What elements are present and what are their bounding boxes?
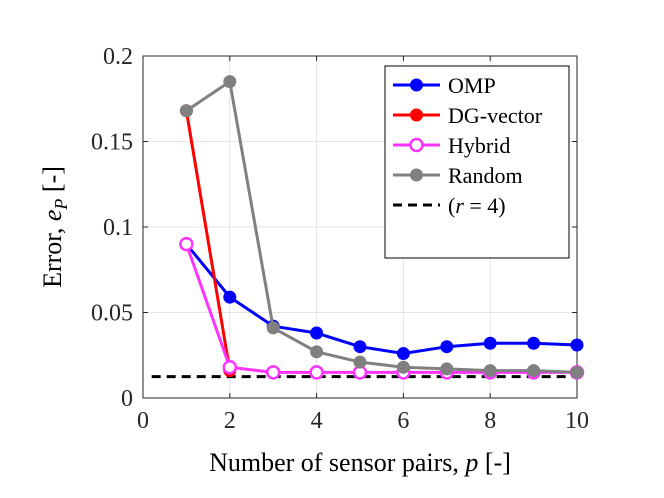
series-line-dg-vector (184, 110, 232, 371)
series-group (179, 75, 585, 380)
series-line-random (185, 80, 578, 374)
data-point-random (266, 321, 280, 335)
legend-item-dg-vector: DG-vector (393, 103, 543, 128)
legend-swatch-marker (410, 168, 423, 182)
x-tick-label: 8 (484, 408, 496, 434)
tick-labels: 0 2 4 6 8 10 0 0.05 0.1 0.15 0.2 (91, 44, 589, 434)
data-point-hybrid (179, 236, 194, 252)
data-point-random (223, 75, 237, 89)
data-point-random (396, 360, 410, 374)
x-tick-label: 4 (311, 408, 323, 434)
y-axis-label-sub: P (51, 199, 71, 211)
legend-label: DG-vector (448, 103, 543, 128)
y-axis-label-text: Error, (38, 228, 67, 288)
legend-label: OMP (448, 73, 496, 98)
x-tick-label: 10 (565, 408, 589, 434)
legend-label: Random (448, 163, 523, 188)
series-line-hybrid (184, 243, 577, 374)
legend-item-omp: OMP (393, 73, 496, 98)
data-point-omp (223, 290, 237, 304)
data-point-omp (396, 347, 410, 361)
data-point-random (527, 364, 541, 378)
legend-item-reference: (r = 4) (393, 193, 506, 218)
legend-item-random: Random (393, 163, 523, 188)
data-point-omp (527, 336, 541, 350)
x-tick-label: 0 (137, 408, 149, 434)
series-line-omp (185, 243, 578, 356)
data-point-random (310, 345, 324, 359)
y-tick-label: 0.2 (103, 44, 133, 70)
x-tick-label: 2 (224, 408, 236, 434)
x-axis-label: Number of sensor pairs, p [-] (209, 448, 511, 477)
y-axis-label: Error, eP [-] (38, 166, 73, 288)
legend-swatch-marker (409, 137, 424, 153)
y-tick-label: 0.15 (91, 130, 133, 156)
data-point-random (440, 362, 454, 376)
legend-box (384, 65, 570, 259)
x-axis-label-unit: [-] (485, 448, 511, 477)
legend: OMP DG-vector Hybrid Random (r = 4) (384, 65, 570, 259)
data-point-hybrid (222, 359, 238, 375)
data-point-random (353, 355, 367, 369)
y-tick-label: 0.05 (91, 301, 133, 327)
data-point-omp (440, 340, 454, 354)
x-axis-label-text: Number of sensor pairs, (209, 448, 459, 477)
data-point-hybrid (309, 365, 324, 380)
y-tick-label: 0.1 (103, 215, 133, 241)
data-point-omp (483, 336, 497, 350)
data-point-random (570, 365, 584, 379)
data-point-hybrid (265, 365, 281, 380)
legend-swatch-marker (410, 108, 423, 122)
x-axis-label-var: p (463, 448, 478, 477)
data-point-omp (570, 338, 584, 352)
y-tick-label: 0 (121, 386, 133, 412)
data-point-omp (353, 340, 367, 354)
axes (142, 55, 578, 399)
x-tick-label: 6 (397, 408, 409, 434)
legend-label-var: r (455, 193, 464, 218)
legend-swatch-marker (410, 78, 423, 92)
legend-label: Hybrid (448, 133, 510, 158)
legend-label: (r = 4) (448, 193, 506, 218)
legend-label-rest: = 4) (464, 193, 506, 218)
series-random (179, 75, 584, 379)
data-point-random (483, 364, 497, 378)
data-point-omp (310, 326, 324, 340)
y-axis-label-var: e (38, 210, 67, 222)
y-axis-label-unit: [-] (38, 166, 67, 192)
data-point-random (179, 104, 193, 118)
legend-item-hybrid: Hybrid (393, 133, 510, 158)
legend-label-open: ( (448, 193, 455, 218)
